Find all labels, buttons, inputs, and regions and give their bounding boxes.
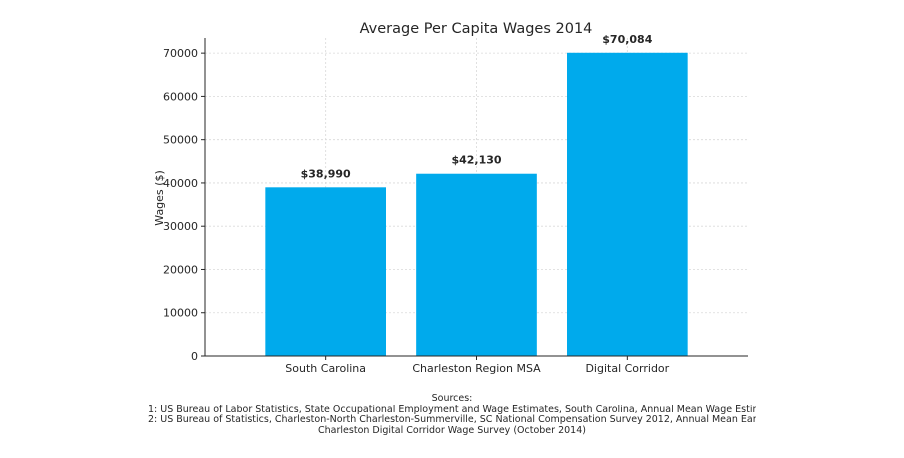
x-tick-label-0: South Carolina	[285, 362, 366, 375]
bars	[265, 52, 688, 357]
y-tick-label-4: 40000	[163, 177, 198, 190]
bar-2	[567, 52, 688, 357]
x-tick-label-2: Digital Corridor	[585, 362, 669, 375]
y-tick-label-5: 50000	[163, 134, 198, 147]
value-label-2: $70,084	[602, 33, 652, 46]
source-line-1: 1: US Bureau of Labor Statistics, State …	[148, 404, 756, 415]
x-tick-label-1: Charleston Region MSA	[412, 362, 541, 375]
y-tick-label-6: 60000	[163, 90, 198, 103]
value-label-0: $38,990	[301, 167, 351, 180]
bar-1	[416, 173, 537, 356]
sources-heading: Sources:	[431, 393, 473, 404]
value-labels: $38,990 $42,130 $70,084	[301, 33, 653, 181]
y-tick-label-7: 70000	[163, 47, 198, 60]
value-label-1: $42,130	[451, 154, 501, 167]
axes: 0 10000 20000 30000 40000 50000 60000 70000 Sout…	[163, 38, 748, 375]
y-tick-label-0: 0	[191, 350, 198, 363]
y-axis-label: Wages ($)	[153, 170, 166, 225]
bar-0	[265, 187, 386, 356]
chart-title: Average Per Capita Wages 2014	[360, 21, 593, 37]
y-tick-label-2: 20000	[163, 263, 198, 276]
bar-chart: Average Per Capita Wages 2014 Wages ($) …	[153, 21, 748, 375]
source-line-2: 2: US Bureau of Statistics, Charleston-N…	[148, 414, 756, 425]
source-line-3: Charleston Digital Corridor Wage Survey …	[318, 424, 586, 436]
y-tick-label-3: 30000	[163, 220, 198, 233]
sources-note: Sources: 1: US Bureau of Labor Statistic…	[0, 393, 904, 436]
y-tick-label-1: 10000	[163, 307, 198, 320]
